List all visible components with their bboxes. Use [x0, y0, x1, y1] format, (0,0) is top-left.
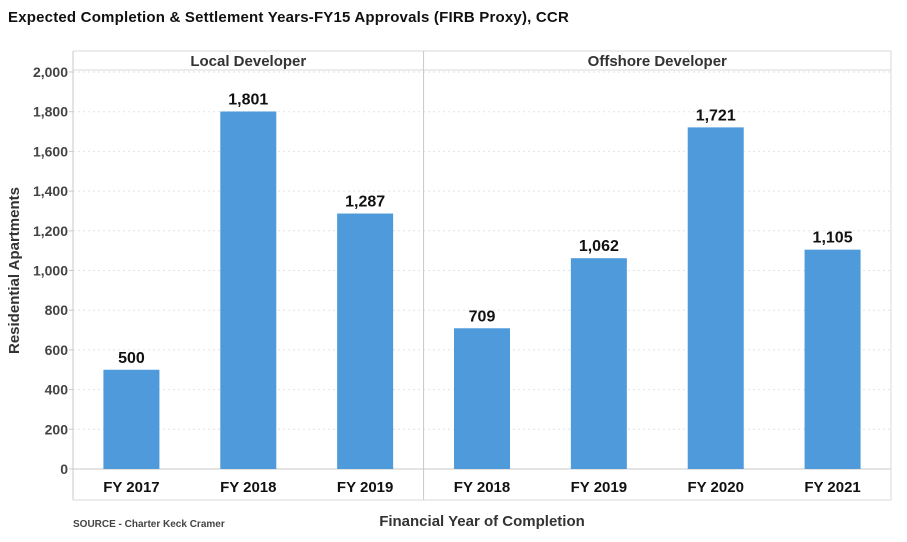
panel-local-developer: Local Developer 500 FY 2017 1,801 FY 2018 1,2…: [103, 53, 393, 496]
panel-offshore-developer: Offshore Developer 709 FY 2018 1,062 FY 2019…: [454, 53, 861, 496]
y-axis: 0 200 400 600 800 1,000 1,200 1,400 1,600 1,800 2,…: [33, 64, 73, 477]
y-tick-label: 1,800: [33, 104, 68, 120]
y-tick-label: 1,200: [33, 223, 68, 239]
data-label: 1,287: [345, 194, 385, 211]
panel-title: Offshore Developer: [588, 53, 727, 70]
source-note: SOURCE - Charter Keck Cramer: [73, 519, 225, 530]
bar: [220, 111, 277, 470]
x-tick-label: FY 2018: [454, 479, 510, 496]
x-tick-label: FY 2018: [220, 479, 276, 496]
x-tick-label: FY 2020: [687, 479, 743, 496]
bar: [337, 213, 394, 469]
y-axis-title: Residential Apartments: [6, 187, 23, 354]
x-tick-label: FY 2019: [337, 479, 393, 496]
y-tick-label: 2,000: [33, 64, 68, 80]
y-tick-label: 800: [45, 302, 69, 318]
x-axis-title: Financial Year of Completion: [379, 513, 585, 530]
data-label: 1,062: [579, 238, 619, 255]
panels: Local Developer 500 FY 2017 1,801 FY 2018 1,2…: [103, 53, 861, 496]
bar: [570, 258, 627, 469]
bar: [804, 249, 861, 469]
bar: [454, 328, 510, 469]
data-label: 1,105: [813, 230, 853, 247]
panel-title: Local Developer: [190, 53, 306, 70]
x-tick-label: FY 2017: [103, 479, 159, 496]
y-tick-label: 1,600: [33, 143, 68, 159]
data-label: 500: [118, 350, 145, 367]
data-label: 709: [469, 308, 496, 325]
x-tick-label: FY 2021: [804, 479, 860, 496]
y-tick-label: 1,400: [33, 183, 68, 199]
data-label: 1,801: [228, 92, 268, 109]
y-tick-label: 400: [45, 382, 69, 398]
bar: [103, 369, 160, 469]
y-tick-label: 1,000: [33, 263, 68, 279]
y-tick-label: 0: [60, 461, 68, 477]
data-label: 1,721: [696, 107, 736, 124]
y-tick-label: 600: [45, 342, 69, 358]
y-tick-label: 200: [45, 421, 69, 437]
gridlines: [73, 71, 891, 430]
x-tick-label: FY 2019: [571, 479, 627, 496]
chart-title: Expected Completion & Settlement Years-F…: [8, 9, 569, 26]
bar: [687, 127, 744, 469]
